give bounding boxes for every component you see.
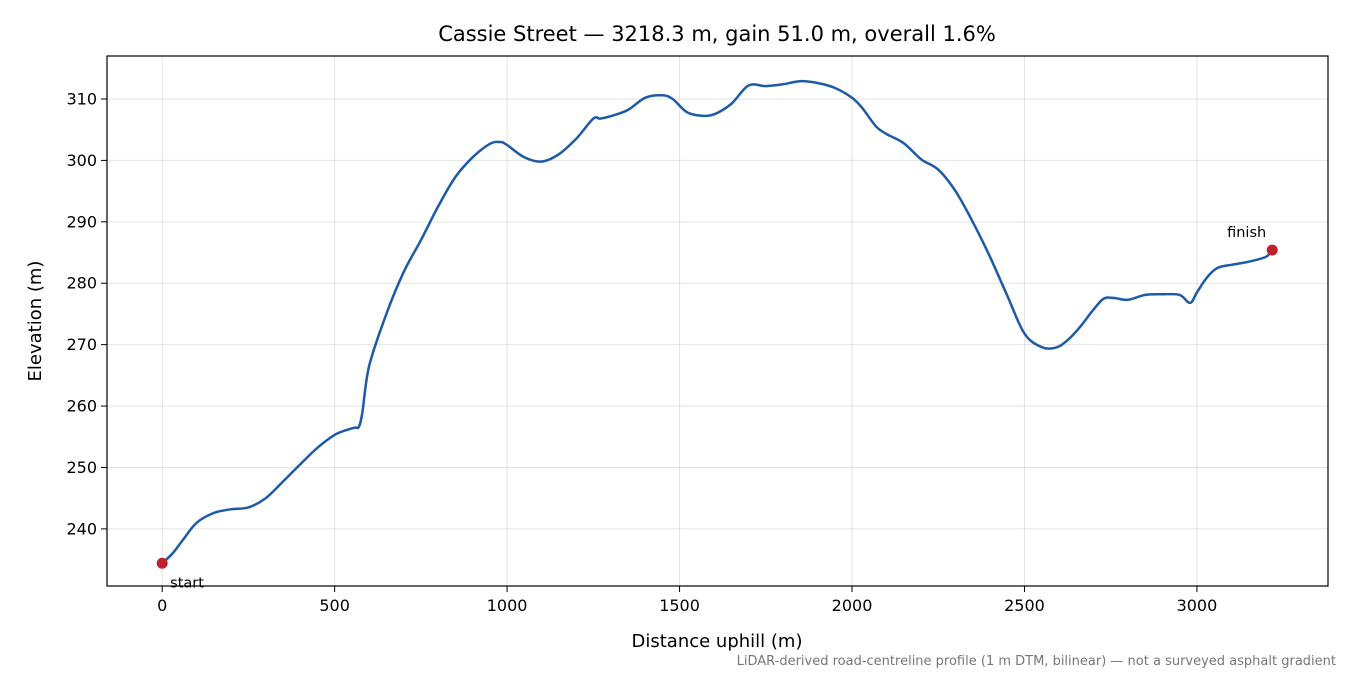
y-tick-label: 270 — [66, 335, 97, 354]
x-axis-label: Distance uphill (m) — [632, 631, 803, 652]
x-tick-label: 2000 — [832, 596, 873, 615]
y-tick-label: 290 — [66, 212, 97, 231]
finish-label: finish — [1227, 225, 1266, 241]
y-tick-label: 260 — [66, 397, 97, 416]
endpoint-markers: start finish — [156, 225, 1278, 591]
footnote: LiDAR-derived road-centreline profile (1… — [737, 654, 1336, 669]
x-tick-label: 0 — [157, 596, 167, 615]
y-axis-label: Elevation (m) — [25, 261, 46, 382]
elevation-line — [161, 79, 1274, 565]
start-label: start — [170, 575, 204, 591]
plot-frame — [106, 55, 1329, 587]
x-tick-label: 500 — [319, 596, 350, 615]
y-axis-ticks: 240 250 260 270 280 290 300 310 — [66, 89, 107, 538]
y-tick-label: 300 — [66, 151, 97, 170]
x-tick-label: 1000 — [487, 596, 528, 615]
chart-title: Cassie Street — 3218.3 m, gain 51.0 m, o… — [438, 22, 996, 46]
series-layer — [161, 79, 1274, 565]
x-tick-label: 1500 — [659, 596, 700, 615]
x-axis-ticks: 0 500 1000 1500 2000 2500 3000 — [157, 586, 1217, 615]
start-marker — [156, 557, 168, 569]
x-tick-label: 2500 — [1004, 596, 1045, 615]
x-tick-label: 3000 — [1177, 596, 1218, 615]
y-tick-label: 240 — [66, 519, 97, 538]
y-tick-label: 250 — [66, 458, 97, 477]
y-tick-label: 280 — [66, 274, 97, 293]
finish-marker — [1266, 244, 1278, 256]
y-tick-label: 310 — [66, 89, 97, 108]
